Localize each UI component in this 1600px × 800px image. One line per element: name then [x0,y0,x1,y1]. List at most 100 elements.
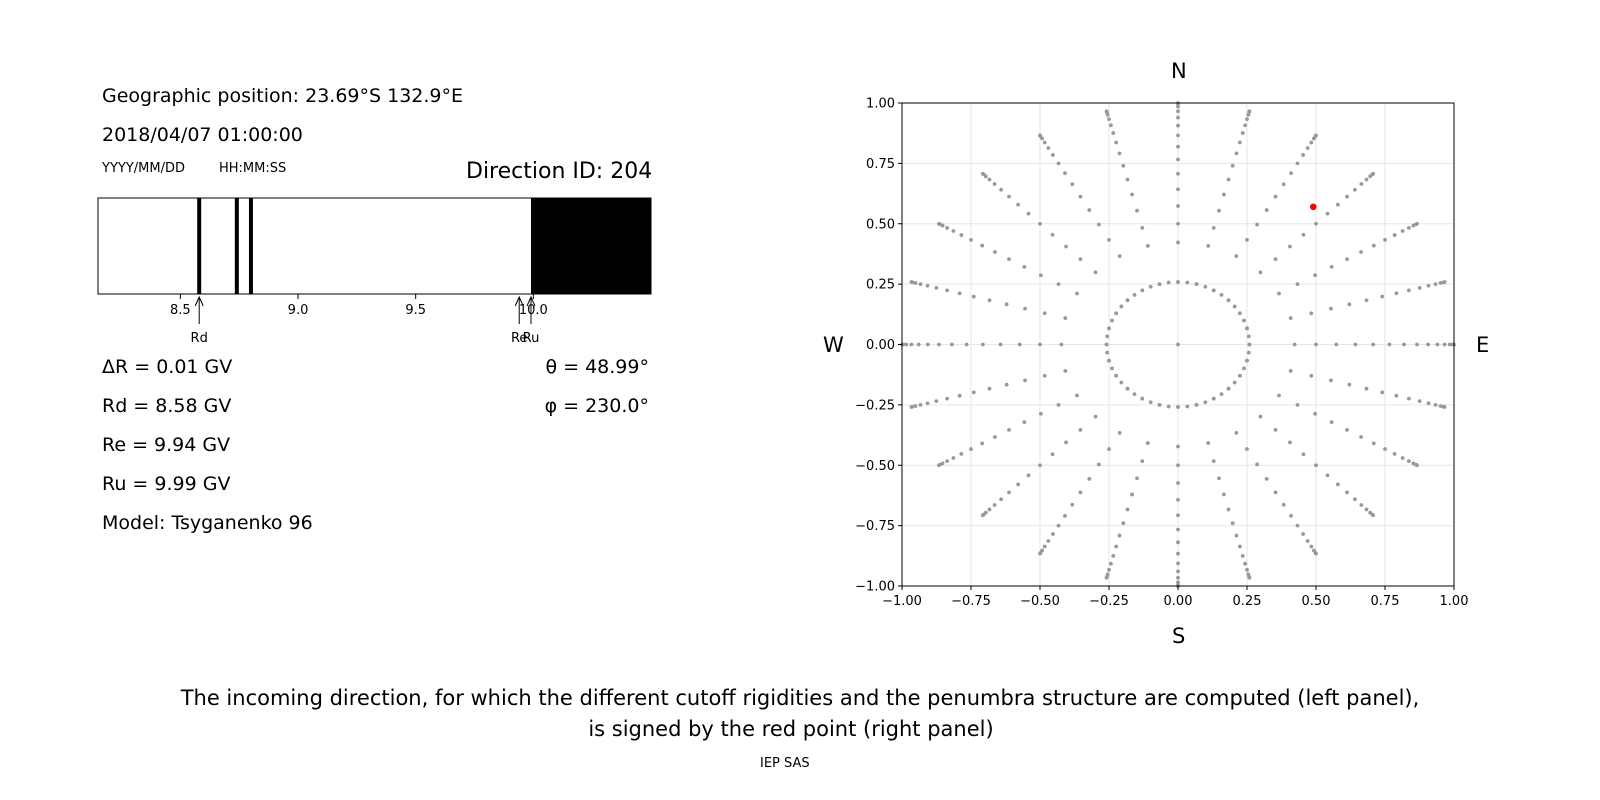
caption-line-2: is signed by the red point (right panel) [588,717,994,741]
grid-point-0-10 [1426,342,1431,347]
grid-point-10-11 [951,229,956,233]
grid-point-21-15 [1371,513,1376,518]
credit-label: IEP SAS [760,756,810,771]
direction-scatter-chart: −1.00−1.00 −0.75 −0.75 −0.50 −0.50 −0.25 −0.25… [855,97,1468,610]
grid-point-21-8 [1335,482,1340,487]
grid-point-14-10 [959,452,964,456]
grid-point-20-3 [1245,447,1249,451]
grid-point-4-5 [1264,208,1269,212]
grid-point-10-6 [1007,257,1011,262]
grid-point-0-9 [1415,342,1419,347]
rd-value: Rd = 8.58 GV [102,395,232,417]
grid-point-11-11 [925,283,930,288]
grid-point-1-11 [1426,283,1431,288]
grid-point-0-0 [1176,342,1180,347]
grid-point-5-9 [1237,140,1242,145]
grid-point-14-9 [969,447,973,451]
grid-point-6-4 [1176,204,1180,208]
grid-point-13-10 [934,399,939,404]
grid-point-0-12 [1442,342,1447,347]
grid-point-7-12 [1107,117,1111,122]
ring-point-19 [1119,304,1124,309]
ring-point-36 [1176,405,1180,409]
grid-point-5-2 [1206,244,1211,248]
grid-point-21-11 [1359,503,1364,507]
grid-point-14-8 [980,441,985,446]
x-tick-label-5: 0.25 [1233,594,1262,609]
compass-east: E [1476,333,1490,357]
grid-point-21-9 [1345,490,1349,495]
ring-point-40 [1211,396,1216,401]
model-name: Model: Tsyganenko 96 [102,512,313,534]
grid-point-9-11 [992,182,997,186]
grid-point-23-5 [1347,382,1352,387]
grid-point-12-9 [937,342,941,347]
ring-point-10 [1194,282,1199,287]
geo-position: Geographic position: 23.69°S 132.9°E [102,85,464,107]
ring-point-30 [1125,386,1130,391]
grid-point-20-8 [1289,513,1293,518]
grid-point-7-11 [1108,123,1113,128]
grid-point-9-8 [1016,202,1021,207]
ring-point-28 [1114,373,1119,378]
re-value: Re = 9.94 GV [102,434,231,456]
compass-west: W [823,333,844,357]
grid-point-1-2 [1288,316,1293,320]
grid-point-7-6 [1125,177,1130,182]
grid-point-9-6 [1038,221,1042,226]
grid-point-22-8 [1371,441,1376,446]
grid-point-6-13 [1176,104,1180,109]
grid-point-2-3 [1295,282,1300,287]
grid-point-16-8 [1063,513,1067,518]
grid-point-3-2 [1258,270,1263,275]
grid-point-13-8 [957,393,962,398]
grid-point-13-9 [945,396,950,401]
grid-point-11-4 [1023,306,1027,311]
grid-point-22-12 [1406,459,1411,464]
grid-point-19-4 [1217,476,1221,481]
grid-point-12-12 [909,342,914,347]
grid-point-18-2 [1176,444,1180,449]
grid-point-19-6 [1226,507,1231,512]
grid-point-8-2 [1117,254,1122,259]
grid-point-6-10 [1176,123,1180,128]
grid-point-18-7 [1176,527,1180,532]
date-format-label: YYYY/MM/DD [102,161,185,176]
grid-point-9-9 [1007,194,1011,199]
grid-point-16-4 [1096,462,1101,467]
grid-point-20-15 [1314,551,1318,556]
x-tick-label-1: −0.75 [951,594,991,609]
ring-point-41 [1219,392,1224,396]
x-tick-label-7: 0.75 [1371,594,1400,609]
grid-point-10-2 [1075,291,1079,296]
theta-value: θ = 48.99° [545,356,649,378]
ring-point-11 [1185,280,1190,285]
grid-point-7-8 [1117,151,1122,156]
grid-point-4-10 [1301,153,1305,157]
compass-north: N [1171,59,1187,83]
grid-point-6-6 [1176,171,1180,176]
grid-point-9-4 [1064,244,1068,249]
ring-point-46 [1245,358,1249,363]
grid-point-16-11 [1046,539,1051,543]
grid-point-1-10 [1417,285,1422,290]
grid-point-22-10 [1392,452,1397,456]
grid-point-17-15 [1104,575,1109,580]
grid-point-0-13 [1447,342,1452,347]
ring-point-5 [1232,304,1237,309]
grid-point-13-5 [1004,382,1009,387]
grid-point-2-5 [1329,264,1334,269]
grid-point-2-15 [1415,221,1419,226]
grid-point-12-13 [904,342,909,347]
ring-point-35 [1166,404,1171,409]
grid-point-12-10 [925,342,930,347]
y-tick-label-8: 1.00 [866,97,895,112]
grid-point-18-10 [1176,561,1180,566]
grid-point-22-11 [1400,456,1405,460]
grid-point-22-3 [1295,402,1300,407]
grid-point-8-9 [1056,161,1061,166]
grid-point-11-8 [957,291,962,296]
caption-line-1: The incoming direction, for which the di… [180,686,1420,710]
grid-point-13-7 [971,390,976,395]
grid-point-23-12 [1433,402,1438,407]
